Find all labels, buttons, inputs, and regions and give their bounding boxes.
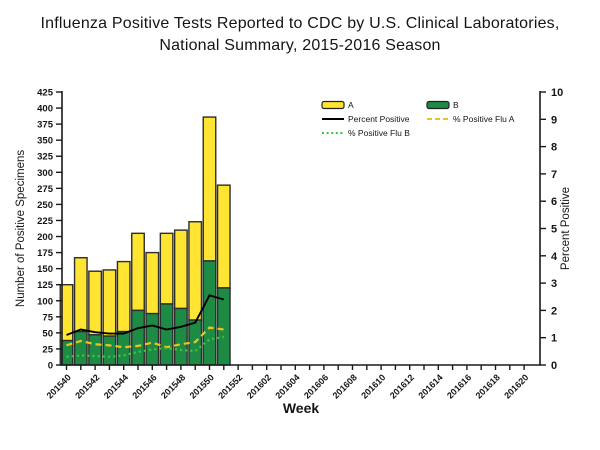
x-tick-label-201618: 201618 bbox=[474, 372, 502, 400]
bar-a-201550 bbox=[202, 116, 217, 262]
y-right-tick-label: 10 bbox=[551, 87, 563, 99]
y-right-tick-label: 8 bbox=[551, 142, 557, 154]
percent-flu-b-line bbox=[66, 335, 224, 358]
y-left-tick-label: 125 bbox=[37, 280, 54, 291]
bar-a-201544 bbox=[116, 260, 131, 333]
bar-a-201542 bbox=[88, 270, 103, 336]
y-right-tick-label: 2 bbox=[551, 305, 557, 317]
bar-a-201548 bbox=[173, 229, 188, 310]
chart-title-line1: Influenza Positive Tests Reported to CDC… bbox=[40, 15, 560, 32]
y-right-tick-label: 6 bbox=[551, 196, 557, 208]
x-tick-label-201610: 201610 bbox=[359, 372, 387, 400]
y-left-tick-label: 25 bbox=[42, 344, 53, 355]
legend-swatch-b bbox=[426, 100, 450, 110]
bar-b-201546 bbox=[145, 312, 160, 366]
percent-positive-line bbox=[66, 294, 225, 336]
y-left-tick-label: 250 bbox=[37, 200, 53, 211]
x-tick-label-201620: 201620 bbox=[502, 372, 530, 400]
bar-a-201543 bbox=[102, 269, 117, 337]
bar-a-201545 bbox=[131, 232, 145, 312]
x-tick-label-201550: 201550 bbox=[188, 372, 216, 400]
y-left-axis-title: Number of Positive Specimens bbox=[15, 150, 27, 307]
y-left-tick-label: 325 bbox=[37, 152, 54, 163]
y-right-tick-label: 5 bbox=[551, 224, 557, 236]
y-right-tick-label: 3 bbox=[551, 278, 557, 290]
y-right-tick-label: 9 bbox=[551, 114, 557, 126]
y-left-tick-label: 100 bbox=[37, 296, 53, 307]
x-tick-label-201614: 201614 bbox=[416, 372, 444, 400]
legend-label--positive-flu-a: % Positive Flu A bbox=[453, 114, 515, 124]
y-right-tick-label: 1 bbox=[551, 333, 557, 345]
bar-b-201548 bbox=[173, 307, 188, 366]
bar-b-201545 bbox=[131, 309, 145, 366]
y-right-tick-label: 0 bbox=[551, 360, 557, 372]
legend-label-b: B bbox=[453, 100, 459, 110]
legend-swatch-a bbox=[321, 100, 345, 110]
bar-b-201541 bbox=[73, 330, 88, 366]
bar-a-201551 bbox=[216, 184, 231, 289]
x-tick-label-201540: 201540 bbox=[45, 372, 73, 400]
x-tick-label-201606: 201606 bbox=[302, 372, 330, 400]
y-left-tick-label: 50 bbox=[42, 328, 53, 339]
bar-b-201550 bbox=[202, 260, 217, 366]
bar-b-201544 bbox=[116, 330, 131, 366]
x-tick-label-201552: 201552 bbox=[216, 372, 244, 400]
x-tick-label-201602: 201602 bbox=[245, 372, 273, 400]
y-left-tick-label: 275 bbox=[37, 184, 54, 195]
bar-b-201547 bbox=[159, 303, 174, 366]
legend-label-percent-positive: Percent Positive bbox=[348, 114, 410, 124]
bar-b-201542 bbox=[88, 334, 103, 366]
y-right-tick-label: 7 bbox=[551, 169, 557, 181]
bar-a-201549 bbox=[188, 221, 203, 321]
x-tick-label-201612: 201612 bbox=[388, 372, 416, 400]
bar-a-201546 bbox=[145, 251, 160, 315]
chart-marks: 0255075100125150175200225250275300325350… bbox=[37, 87, 563, 401]
bar-a-201547 bbox=[159, 232, 174, 305]
y-left-tick-label: 350 bbox=[37, 136, 53, 147]
y-left-tick-label: 400 bbox=[37, 104, 53, 115]
y-left-tick-label: 225 bbox=[37, 216, 54, 227]
x-tick-label-201608: 201608 bbox=[331, 372, 359, 400]
x-tick-label-201542: 201542 bbox=[73, 372, 101, 400]
x-tick-label-201544: 201544 bbox=[102, 372, 130, 400]
y-left-tick-label: 375 bbox=[37, 120, 54, 131]
bar-b-201543 bbox=[102, 335, 117, 366]
legend-label-a: A bbox=[348, 100, 354, 110]
y-left-tick-label: 75 bbox=[42, 312, 53, 323]
x-tick-label-201548: 201548 bbox=[159, 372, 187, 400]
y-left-tick-label: 175 bbox=[37, 248, 54, 259]
y-right-tick-label: 4 bbox=[551, 251, 558, 263]
x-tick-label-201604: 201604 bbox=[273, 372, 301, 400]
y-left-tick-label: 200 bbox=[37, 232, 53, 243]
y-right-axis-title: Percent Positive bbox=[560, 187, 572, 270]
y-left-tick-label: 300 bbox=[37, 168, 53, 179]
chart-title-line2: National Summary, 2015-2016 Season bbox=[159, 37, 441, 54]
legend-label--positive-flu-b: % Positive Flu B bbox=[348, 128, 410, 138]
percent-flu-a-line bbox=[66, 326, 224, 349]
x-axis-title: Week bbox=[283, 400, 320, 416]
x-tick-label-201616: 201616 bbox=[445, 372, 473, 400]
y-left-tick-label: 150 bbox=[37, 264, 53, 275]
y-left-tick-label: 425 bbox=[37, 88, 54, 99]
x-tick-label-201546: 201546 bbox=[130, 372, 158, 400]
y-left-tick-label: 0 bbox=[48, 361, 53, 372]
bar-a-201541 bbox=[73, 257, 88, 333]
